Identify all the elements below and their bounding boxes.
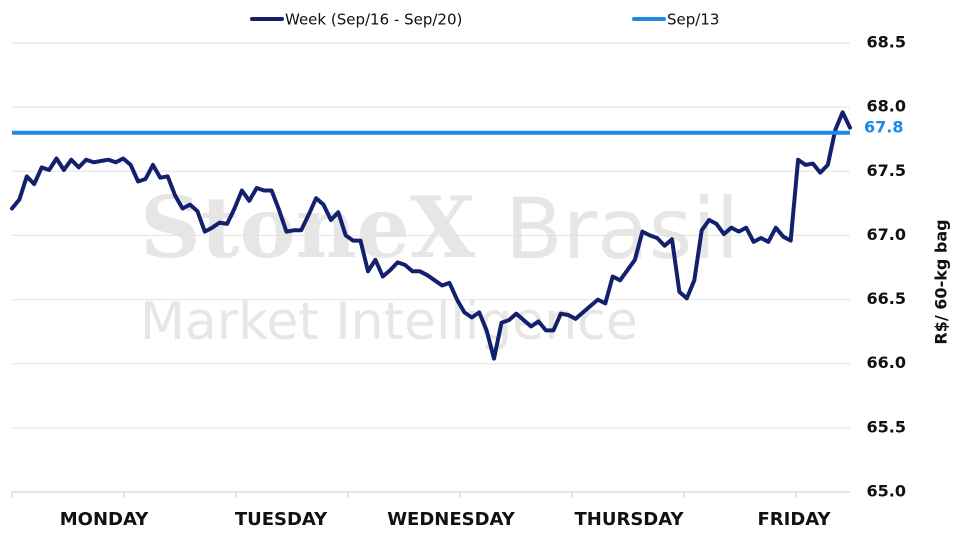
legend-label: Week (Sep/16 - Sep/20)	[285, 11, 462, 29]
data-line	[10, 110, 852, 361]
legend-label: Sep/13	[667, 11, 719, 29]
y-tick-label: 67.0	[867, 225, 906, 244]
y-tick-label: 66.0	[867, 353, 906, 372]
x-tick-label: TUESDAY	[235, 509, 328, 530]
watermark: Brasil	[505, 180, 739, 278]
x-tick-label: THURSDAY	[575, 509, 685, 530]
x-tick-label: FRIDAY	[757, 509, 831, 530]
y-tick-label: 68.5	[867, 33, 906, 52]
y-tick-label: 65.5	[867, 417, 906, 436]
y-tick-label: 67.5	[867, 161, 906, 180]
y-tick-label: 65.0	[867, 482, 906, 501]
watermark: StoneX	[140, 178, 476, 277]
y-tick-label: 66.5	[867, 289, 906, 308]
x-tick-label: MONDAY	[60, 509, 149, 530]
x-tick-label: WEDNESDAY	[387, 509, 516, 530]
value-label: 67.8	[864, 117, 903, 136]
watermark: Market Intelligence	[140, 292, 638, 352]
y-tick-label: 68.0	[867, 97, 906, 116]
y-axis-label: R$/ 60-kg bag	[932, 219, 951, 344]
